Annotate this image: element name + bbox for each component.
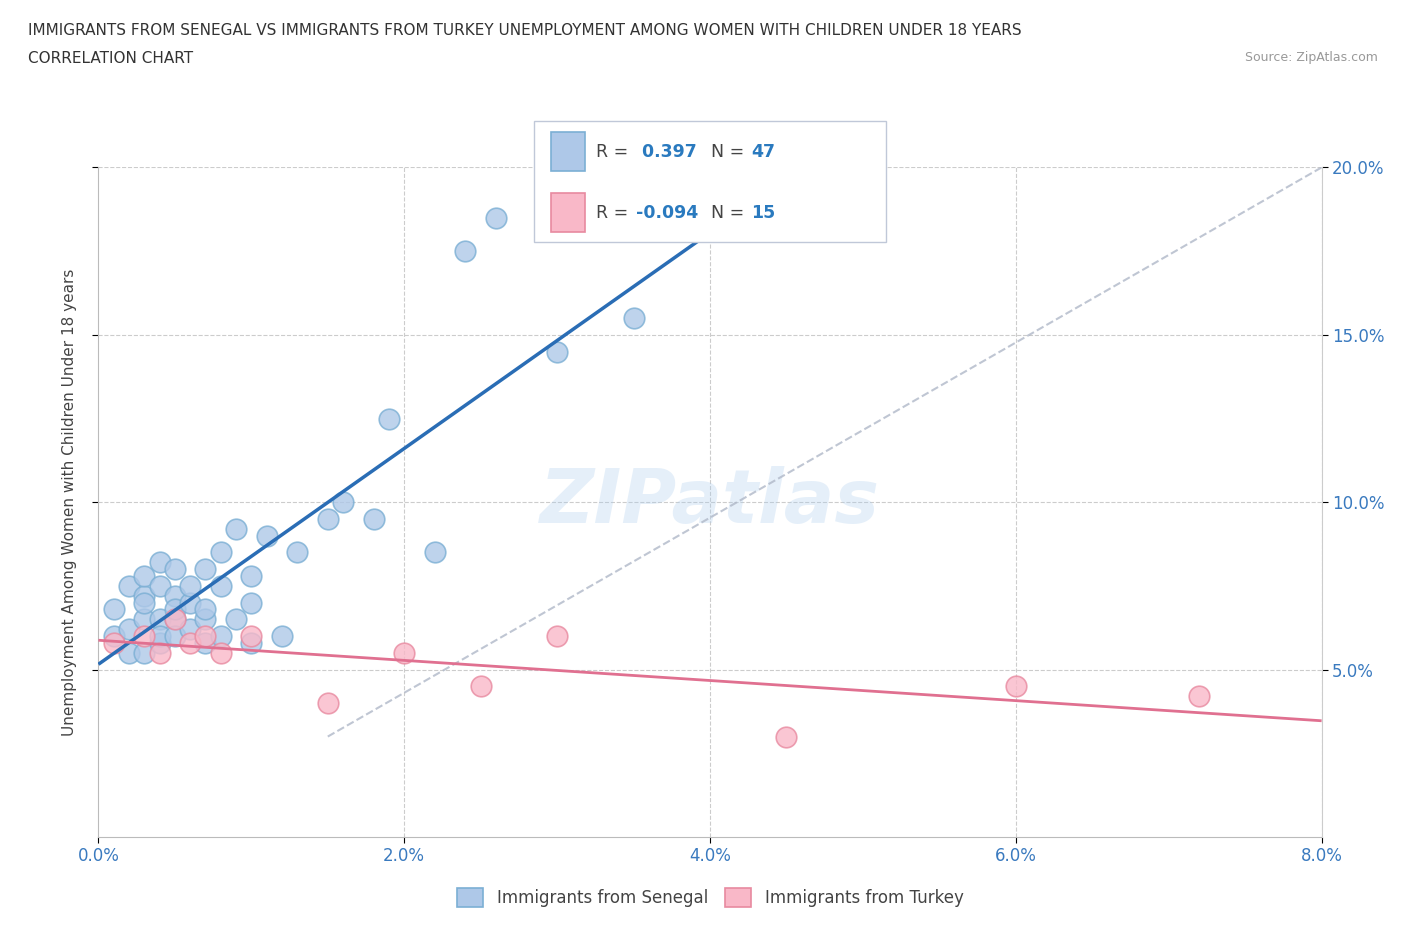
- Point: [118, 622, 141, 637]
- Point: [194, 602, 217, 617]
- Point: [270, 629, 294, 644]
- Point: [149, 635, 172, 650]
- Point: [775, 729, 797, 744]
- Point: [209, 545, 232, 560]
- Text: Source: ZipAtlas.com: Source: ZipAtlas.com: [1244, 51, 1378, 64]
- Text: 0.397: 0.397: [636, 142, 696, 161]
- Text: N =: N =: [700, 204, 749, 222]
- Point: [240, 629, 263, 644]
- Point: [103, 629, 125, 644]
- Point: [179, 578, 201, 593]
- Point: [194, 562, 217, 577]
- Point: [194, 612, 217, 627]
- Point: [149, 612, 172, 627]
- Point: [163, 629, 186, 644]
- Point: [363, 512, 385, 526]
- Text: 15: 15: [751, 204, 775, 222]
- Point: [179, 622, 201, 637]
- Text: -0.094: -0.094: [636, 204, 697, 222]
- Point: [240, 595, 263, 610]
- Point: [134, 612, 156, 627]
- Text: 47: 47: [751, 142, 775, 161]
- Point: [134, 595, 156, 610]
- Point: [163, 589, 186, 604]
- Point: [149, 629, 172, 644]
- Point: [209, 629, 232, 644]
- Point: [149, 578, 172, 593]
- Point: [546, 629, 568, 644]
- Point: [103, 635, 125, 650]
- Point: [316, 512, 339, 526]
- Point: [103, 602, 125, 617]
- Point: [163, 562, 186, 577]
- Text: CORRELATION CHART: CORRELATION CHART: [28, 51, 193, 66]
- Point: [134, 645, 156, 660]
- Point: [134, 568, 156, 583]
- Point: [134, 589, 156, 604]
- Point: [209, 645, 232, 660]
- Point: [1004, 679, 1026, 694]
- Point: [623, 311, 645, 325]
- Text: R =: R =: [596, 204, 634, 222]
- Legend: Immigrants from Senegal, Immigrants from Turkey: Immigrants from Senegal, Immigrants from…: [449, 880, 972, 916]
- Point: [179, 595, 201, 610]
- Point: [225, 522, 247, 537]
- Point: [240, 635, 263, 650]
- Point: [209, 578, 232, 593]
- Point: [256, 528, 278, 543]
- Point: [454, 244, 477, 259]
- Point: [240, 568, 263, 583]
- Point: [194, 629, 217, 644]
- Point: [546, 344, 568, 359]
- Point: [118, 645, 141, 660]
- Point: [163, 602, 186, 617]
- Point: [179, 635, 201, 650]
- Point: [118, 578, 141, 593]
- Point: [149, 645, 172, 660]
- Point: [316, 696, 339, 711]
- Point: [470, 679, 492, 694]
- Text: R =: R =: [596, 142, 634, 161]
- Point: [285, 545, 308, 560]
- Y-axis label: Unemployment Among Women with Children Under 18 years: Unemployment Among Women with Children U…: [62, 269, 77, 736]
- Point: [332, 495, 354, 510]
- Point: [1188, 689, 1211, 704]
- Point: [485, 210, 508, 225]
- Text: IMMIGRANTS FROM SENEGAL VS IMMIGRANTS FROM TURKEY UNEMPLOYMENT AMONG WOMEN WITH : IMMIGRANTS FROM SENEGAL VS IMMIGRANTS FR…: [28, 23, 1022, 38]
- Point: [149, 555, 172, 570]
- Point: [163, 612, 186, 627]
- Point: [134, 629, 156, 644]
- Point: [423, 545, 446, 560]
- Point: [194, 635, 217, 650]
- Point: [392, 645, 416, 660]
- Point: [225, 612, 247, 627]
- Point: [163, 612, 186, 627]
- Text: N =: N =: [700, 142, 749, 161]
- Text: ZIPatlas: ZIPatlas: [540, 466, 880, 538]
- Point: [378, 411, 401, 426]
